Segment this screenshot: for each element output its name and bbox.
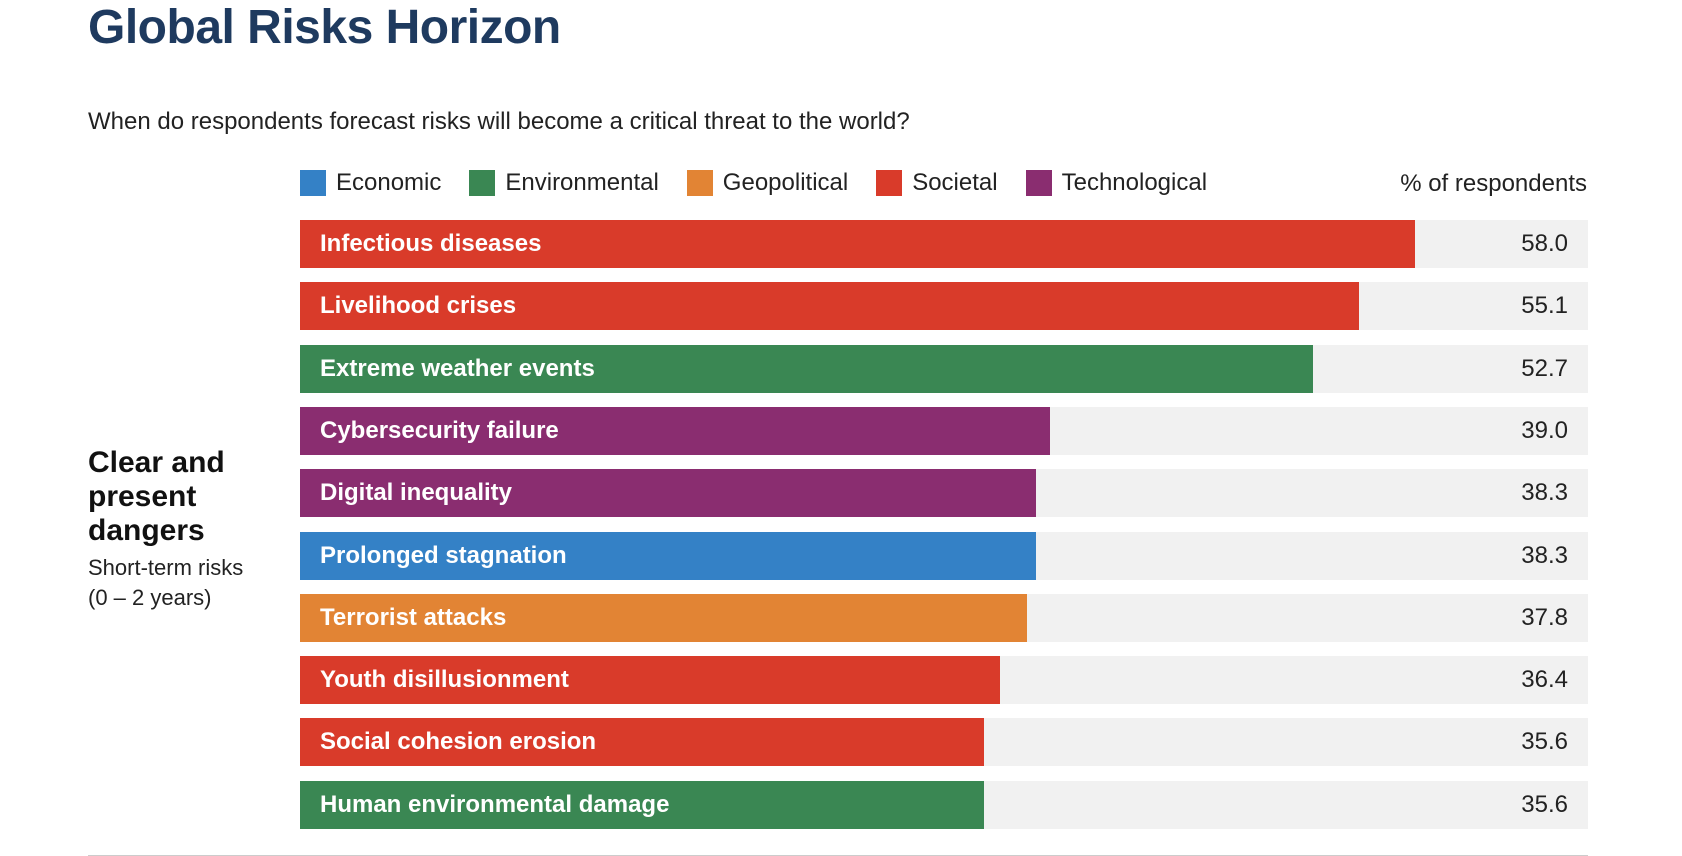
- bar-label: Livelihood crises: [320, 292, 517, 319]
- units-label: % of respondents: [1400, 170, 1587, 197]
- bar: [300, 345, 1313, 393]
- legend-label-geopolitical: Geopolitical: [722, 169, 849, 196]
- bar-row: Infectious diseases 58.0: [300, 220, 1588, 268]
- legend-swatch-economic: [300, 170, 326, 196]
- legend-swatch-geopolitical: [686, 170, 713, 196]
- bar-value-label: 39.0: [1521, 417, 1568, 444]
- bar-value-label: 37.8: [1521, 604, 1568, 631]
- bar: [300, 282, 1359, 330]
- bar-label: Human environmental damage: [320, 791, 670, 818]
- section-heading-line: dangers: [88, 514, 205, 547]
- bar-value-label: 38.3: [1521, 479, 1568, 506]
- bar-row: Extreme weather events 52.7: [300, 345, 1588, 393]
- bar: [300, 656, 1000, 704]
- bar: [300, 469, 1036, 517]
- legend-item-technological: Technological: [1025, 169, 1208, 197]
- legend-label-technological: Technological: [1061, 169, 1208, 196]
- bar: [300, 781, 984, 829]
- bar-value-label: 35.6: [1521, 791, 1568, 818]
- legend-item-environmental: Environmental: [469, 169, 659, 197]
- bar: [300, 220, 1415, 268]
- bar-label: Terrorist attacks: [320, 604, 507, 631]
- bar-label: Social cohesion erosion: [320, 728, 597, 755]
- section-subheading-line: Short-term risks: [88, 555, 244, 580]
- section-heading-line: Clear and: [88, 446, 225, 479]
- bar-label: Infectious diseases: [320, 230, 542, 257]
- section-heading-line: present: [88, 480, 197, 513]
- bar-row: Prolonged stagnation 38.3: [300, 532, 1588, 580]
- section-subheading: Short-term risks (0 – 2 years): [88, 553, 243, 613]
- chart-title: Global Risks Horizon: [88, 1, 561, 54]
- legend: Economic Environmental Geopolitical Soci…: [300, 168, 1235, 198]
- legend-item-societal: Societal: [876, 169, 998, 197]
- bar-value-label: 58.0: [1521, 230, 1568, 257]
- legend-item-geopolitical: Geopolitical: [686, 169, 849, 197]
- section-subheading-line: (0 – 2 years): [88, 585, 212, 610]
- legend-swatch-technological: [1025, 170, 1052, 196]
- legend-label-societal: Societal: [912, 169, 998, 196]
- legend-label-environmental: Environmental: [505, 169, 659, 196]
- bar-row: Human environmental damage 35.6: [300, 781, 1588, 829]
- bar-value-label: 55.1: [1521, 292, 1568, 319]
- bar-label: Cybersecurity failure: [320, 417, 559, 444]
- bar-row: Social cohesion erosion 35.6: [300, 718, 1588, 766]
- bar: [300, 532, 1036, 580]
- legend-swatch-societal: [876, 170, 903, 196]
- bar-label: Youth disillusionment: [320, 666, 569, 693]
- bar-row: Livelihood crises 55.1: [300, 282, 1588, 330]
- bar-value-label: 52.7: [1521, 355, 1568, 382]
- legend-label-economic: Economic: [336, 169, 442, 196]
- bar-value-label: 36.4: [1521, 666, 1568, 693]
- bar-row: Cybersecurity failure 39.0: [300, 407, 1588, 455]
- bar-value-label: 38.3: [1521, 542, 1568, 569]
- section-heading: Clear and present dangers: [88, 446, 225, 548]
- bar: [300, 718, 984, 766]
- bar: [300, 594, 1027, 642]
- bar-label: Prolonged stagnation: [320, 542, 567, 569]
- bar-label: Extreme weather events: [320, 355, 595, 382]
- bar-row: Terrorist attacks 37.8: [300, 594, 1588, 642]
- legend-item-economic: Economic: [300, 169, 441, 197]
- bar-value-label: 35.6: [1521, 728, 1568, 755]
- bar-label: Digital inequality: [320, 479, 513, 506]
- bar: [300, 407, 1050, 455]
- bar-row: Youth disillusionment 36.4: [300, 656, 1588, 704]
- chart-subtitle: When do respondents forecast risks will …: [88, 108, 910, 135]
- legend-swatch-environmental: [469, 170, 496, 196]
- bar-row: Digital inequality 38.3: [300, 469, 1588, 517]
